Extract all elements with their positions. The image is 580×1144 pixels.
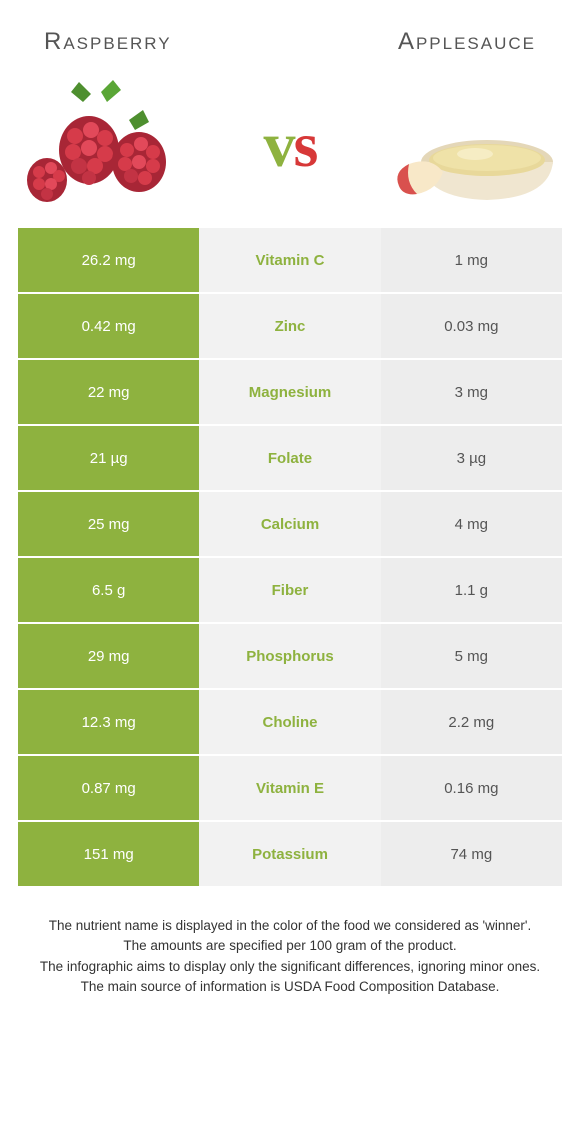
footer-line: The infographic aims to display only the… [26, 957, 554, 977]
value-left: 25 mg [18, 492, 199, 556]
footer-line: The nutrient name is displayed in the co… [26, 916, 554, 936]
nutrient-name: Vitamin E [199, 756, 380, 820]
table-row: 6.5 gFiber1.1 g [18, 558, 562, 622]
food-title-right: Applesauce [398, 28, 536, 56]
table-row: 0.87 mgVitamin E0.16 mg [18, 756, 562, 820]
table-row: 151 mgPotassium74 mg [18, 822, 562, 886]
table-row: 29 mgPhosphorus5 mg [18, 624, 562, 688]
value-left: 151 mg [18, 822, 199, 886]
table-row: 0.42 mgZinc0.03 mg [18, 294, 562, 358]
food-title-left: Raspberry [44, 28, 172, 56]
value-right: 1.1 g [381, 558, 562, 622]
value-right: 4 mg [381, 492, 562, 556]
value-left: 26.2 mg [18, 228, 199, 292]
table-row: 12.3 mgCholine2.2 mg [18, 690, 562, 754]
value-right: 2.2 mg [381, 690, 562, 754]
table-row: 26.2 mgVitamin C1 mg [18, 228, 562, 292]
value-left: 6.5 g [18, 558, 199, 622]
nutrient-name: Magnesium [199, 360, 380, 424]
value-right: 0.03 mg [381, 294, 562, 358]
value-left: 29 mg [18, 624, 199, 688]
value-right: 3 µg [381, 426, 562, 490]
raspberry-image [18, 80, 193, 210]
nutrient-name: Phosphorus [199, 624, 380, 688]
header: Raspberry Applesauce [0, 0, 580, 74]
value-left: 0.87 mg [18, 756, 199, 820]
vs-s-letter: s [294, 109, 317, 180]
value-left: 22 mg [18, 360, 199, 424]
applesauce-image [387, 80, 562, 210]
vs-v-letter: v [264, 109, 294, 180]
vs-label: vs [264, 108, 317, 182]
footer-notes: The nutrient name is displayed in the co… [0, 888, 580, 997]
value-right: 5 mg [381, 624, 562, 688]
nutrient-name: Calcium [199, 492, 380, 556]
value-right: 3 mg [381, 360, 562, 424]
value-right: 0.16 mg [381, 756, 562, 820]
footer-line: The main source of information is USDA F… [26, 977, 554, 997]
nutrient-table: 26.2 mgVitamin C1 mg0.42 mgZinc0.03 mg22… [0, 228, 580, 886]
nutrient-name: Vitamin C [199, 228, 380, 292]
nutrient-name: Zinc [199, 294, 380, 358]
nutrient-name: Folate [199, 426, 380, 490]
nutrient-name: Choline [199, 690, 380, 754]
footer-line: The amounts are specified per 100 gram o… [26, 936, 554, 956]
value-right: 74 mg [381, 822, 562, 886]
table-row: 25 mgCalcium4 mg [18, 492, 562, 556]
nutrient-name: Potassium [199, 822, 380, 886]
value-left: 12.3 mg [18, 690, 199, 754]
value-right: 1 mg [381, 228, 562, 292]
nutrient-name: Fiber [199, 558, 380, 622]
table-row: 22 mgMagnesium3 mg [18, 360, 562, 424]
value-left: 21 µg [18, 426, 199, 490]
value-left: 0.42 mg [18, 294, 199, 358]
table-row: 21 µgFolate3 µg [18, 426, 562, 490]
hero-row: vs [0, 74, 580, 228]
